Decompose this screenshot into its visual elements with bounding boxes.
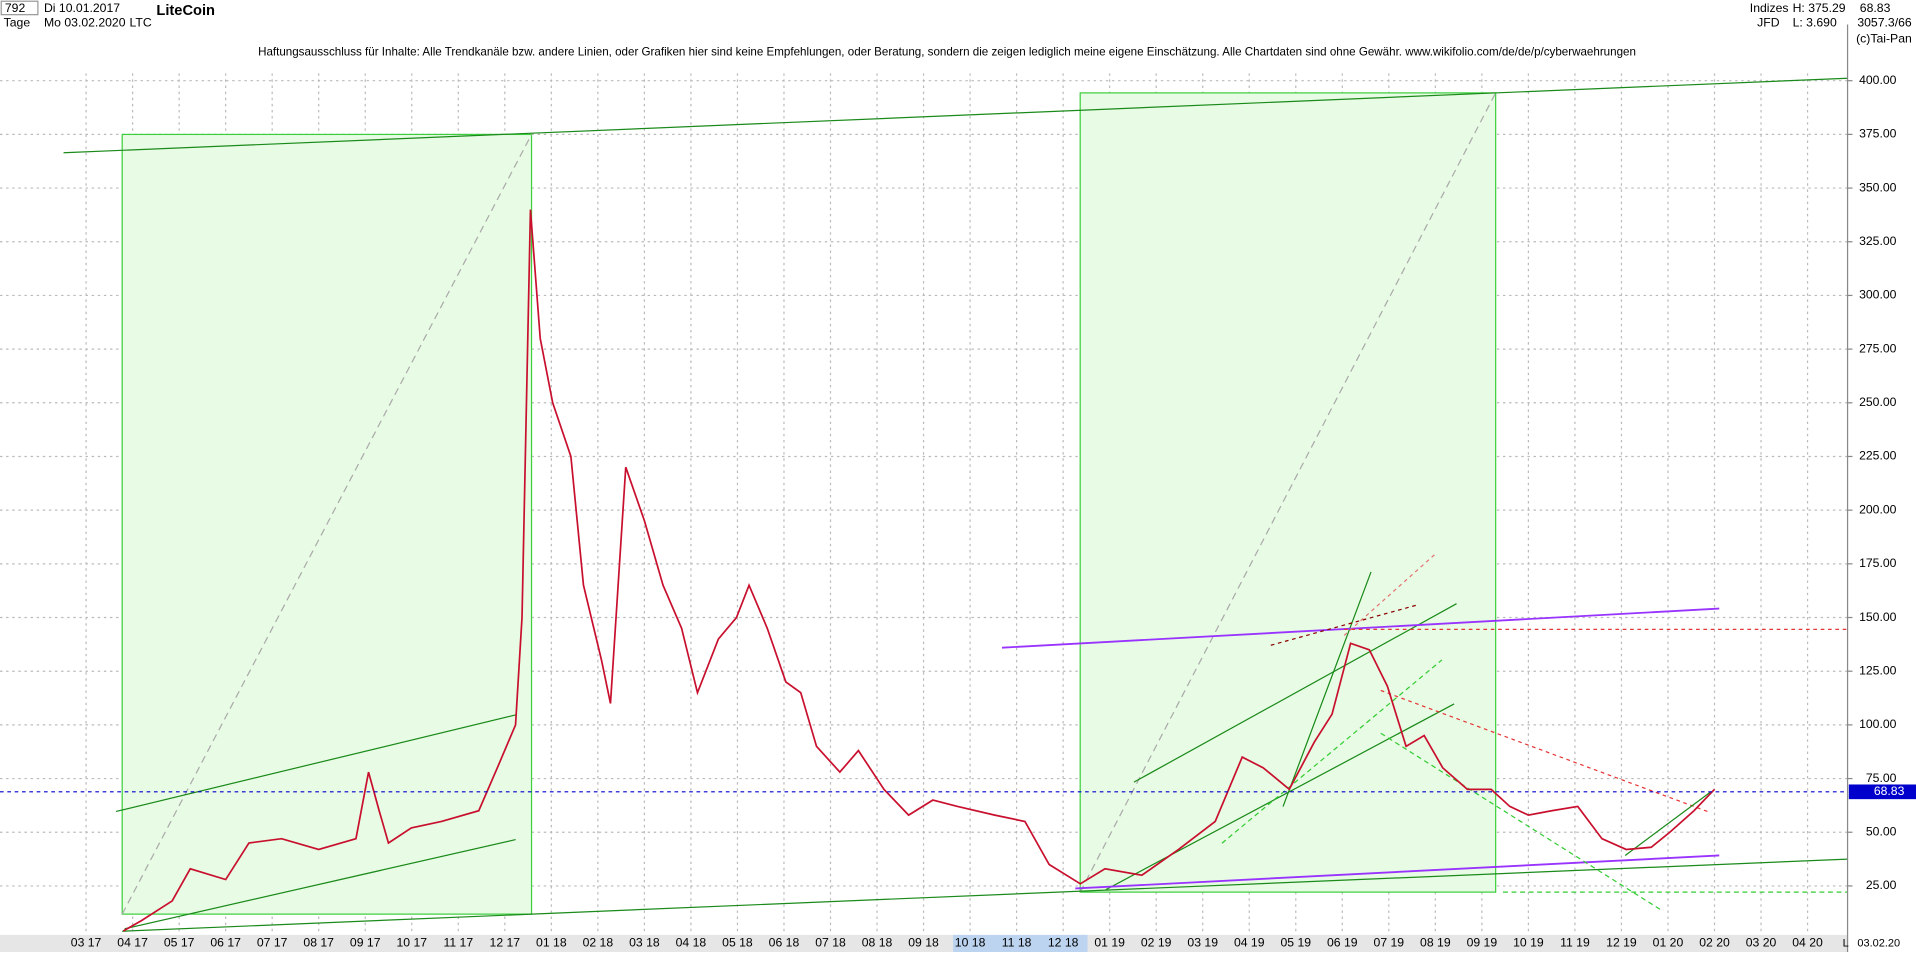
- x-tick-label: 09 18: [908, 936, 939, 950]
- x-tick-label: 02 19: [1141, 936, 1172, 950]
- diagonal: [121, 134, 533, 915]
- drawings: [63, 77, 1848, 932]
- y-tick-label: 50.00: [1866, 824, 1897, 838]
- last: 68.83: [1860, 1, 1891, 15]
- axes: 25.00 50.00 75.00 100.00 125.00 150.00 175.00 2…: [71, 73, 1916, 950]
- x-tick-label: 04 19: [1234, 936, 1265, 950]
- y-tick-label: 125.00: [1859, 663, 1897, 677]
- group: Indizes: [1750, 1, 1789, 15]
- x-tick-label: 11 19: [1560, 936, 1590, 950]
- y-tick-label: 250.00: [1859, 395, 1897, 409]
- x-tick-label: 06 17: [210, 936, 241, 950]
- end-date: Mo 03.02.2020: [44, 15, 126, 29]
- disclaimer: Haftungsausschluss für Inhalte: Alle Tre…: [258, 46, 1636, 59]
- x-tick-label: 04 17: [117, 936, 148, 950]
- low: L: 3.690: [1793, 15, 1837, 29]
- y-tick-label: 400.00: [1859, 73, 1897, 87]
- x-tick-label: 09 19: [1467, 936, 1498, 950]
- x-tick-label: 08 17: [303, 936, 334, 950]
- y-tick-label: 175.00: [1859, 556, 1897, 570]
- x-tick-label: 03 20: [1746, 936, 1777, 950]
- field: [0, 0, 39, 16]
- green-dashed: [1380, 732, 1663, 911]
- y-tick-label: 150.00: [1859, 610, 1897, 624]
- y-tick-label: 275.00: [1859, 341, 1897, 355]
- grid: [0, 73, 1848, 935]
- price-line: [122, 209, 1716, 932]
- x-tick-label: 12 19: [1606, 936, 1637, 950]
- x-tick-label: 07 18: [815, 936, 846, 950]
- last-price-box: [1848, 784, 1916, 800]
- y-tick-label: 325.00: [1859, 234, 1897, 248]
- x-axis-bar: [0, 934, 1848, 952]
- diagonal: [1079, 92, 1497, 893]
- y-tick-label: 200.00: [1859, 502, 1897, 516]
- x-tick-label: 06 18: [769, 936, 800, 950]
- high: H: 375.29: [1793, 1, 1846, 15]
- x-tick-label: 10 18: [955, 936, 986, 950]
- symbol: LTC: [130, 15, 152, 29]
- y-tick-label: 225.00: [1859, 449, 1897, 463]
- x-tick-label: 04 20: [1792, 936, 1823, 950]
- x-tick-label: 05 19: [1280, 936, 1311, 950]
- y-tick-label: 375.00: [1859, 127, 1897, 141]
- x-tick-label: 01 18: [536, 936, 567, 950]
- red-dashed: [1270, 604, 1418, 646]
- last-price-label: 68.83: [1874, 784, 1905, 798]
- trend-line: [115, 714, 516, 813]
- y-tick-label: 350.00: [1859, 180, 1897, 194]
- x-tick-label: 02 20: [1699, 936, 1730, 950]
- end-label: 03.02.20: [1857, 937, 1900, 949]
- x-tick-label: 09 17: [350, 936, 381, 950]
- title: LiteCoin: [156, 3, 215, 19]
- x-tick-label: 07 17: [257, 936, 288, 950]
- count: 792: [5, 1, 26, 15]
- trend-line: [1282, 571, 1372, 807]
- x-tick-label: 03 18: [629, 936, 660, 950]
- y-tick-label: 75.00: [1866, 771, 1897, 785]
- y-tick-label: 25.00: [1866, 878, 1897, 892]
- x-tick-label: 11 17: [443, 936, 473, 950]
- x-tick-label: 08 18: [862, 936, 893, 950]
- x-tick-label: 03 19: [1187, 936, 1218, 950]
- volume: 3057.3/66: [1857, 15, 1912, 29]
- purple-line: [1001, 607, 1720, 649]
- x-tick-label: 05 18: [722, 936, 753, 950]
- copyright: (c)Tai-Pan: [1856, 31, 1912, 45]
- trend-line: [63, 77, 1848, 154]
- period: Tage: [4, 15, 31, 29]
- x-tick-label: 12 17: [490, 936, 521, 950]
- trend-line: [1133, 603, 1457, 783]
- x-tick-label: 11 18: [1002, 936, 1032, 950]
- x-tick-label: 05 17: [164, 936, 195, 950]
- x-tick-label: 01 19: [1094, 936, 1125, 950]
- x-tick-label: 07 19: [1374, 936, 1405, 950]
- x-tick-label: 04 18: [676, 936, 707, 950]
- trend-line: [1624, 791, 1712, 856]
- x-tick-label: 10 17: [396, 936, 427, 950]
- y-tick-label: 100.00: [1859, 717, 1897, 731]
- plot: [0, 209, 1848, 932]
- scale-mode: L: [1843, 937, 1849, 949]
- x-tick-label: 01 20: [1653, 936, 1684, 950]
- x-tick-label: 08 19: [1420, 936, 1451, 950]
- purple-line: [1075, 854, 1720, 890]
- x-tick-label: 02 18: [583, 936, 614, 950]
- x-axis-highlight: [953, 934, 1088, 952]
- x-tick-label: 10 19: [1513, 936, 1544, 950]
- start-date: Di 10.01.2017: [44, 1, 120, 15]
- trend-line: [124, 838, 516, 930]
- x-tick-label: 12 18: [1048, 936, 1079, 950]
- y-tick-label: 300.00: [1859, 288, 1897, 302]
- red-dashed: [1343, 553, 1437, 636]
- x-tick-label: 06 19: [1327, 936, 1358, 950]
- x-tick-label: 03 17: [71, 936, 102, 950]
- trend-line: [122, 858, 1848, 932]
- source: JFD: [1757, 15, 1780, 29]
